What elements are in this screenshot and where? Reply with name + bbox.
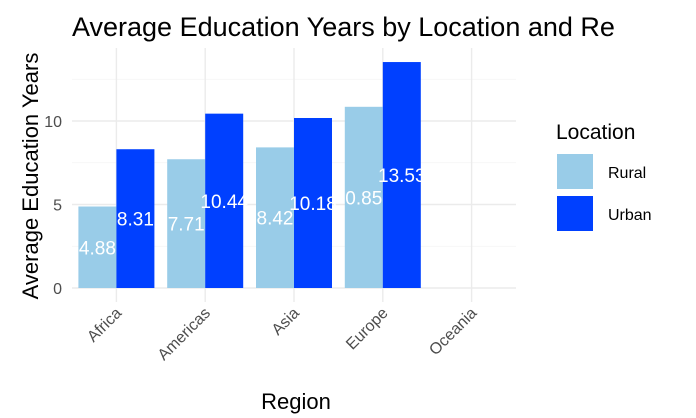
x-axis-ticks: Africa Americas Asia Europe Oceania	[84, 305, 480, 364]
data-label: 8.42	[257, 209, 294, 230]
bar-urban-asia	[294, 117, 332, 288]
data-label: 10.44	[200, 192, 248, 213]
x-tick-label: Africa	[84, 305, 125, 346]
data-label: 7.71	[168, 215, 205, 236]
chart-title: Average Education Years by Location and …	[72, 12, 615, 42]
bar-urban-europe	[382, 62, 421, 289]
y-tick-label: 10	[44, 114, 62, 131]
x-tick-label: Oceania	[426, 305, 480, 359]
y-axis-ticks: 0 5 10	[44, 114, 62, 298]
legend-swatch-rural	[557, 154, 593, 189]
x-tick-label: Americas	[155, 305, 214, 364]
bar-rural-asia	[256, 147, 294, 288]
data-label: 10.18	[289, 194, 337, 215]
y-tick-label: 0	[53, 281, 62, 298]
bars	[78, 62, 421, 289]
x-tick-label: Asia	[269, 305, 303, 339]
legend-label-urban: Urban	[608, 207, 652, 224]
bar-urban-americas	[205, 113, 244, 288]
bar-urban-africa	[116, 149, 155, 288]
bar-rural-europe	[344, 106, 383, 289]
data-label: 4.88	[79, 238, 116, 259]
x-axis-title: Region	[261, 389, 331, 414]
legend-title: Location	[556, 121, 635, 144]
legend-label-rural: Rural	[608, 165, 646, 182]
x-tick-label: Europe	[343, 305, 392, 354]
bar-rural-americas	[167, 159, 206, 288]
legend-swatch-urban	[557, 196, 593, 231]
data-label: 13.53	[378, 166, 426, 187]
legend: Location Rural Urban	[556, 121, 652, 231]
data-label: 0.85	[345, 188, 382, 209]
data-labels: 4.88 7.71 8.42 0.85 8.31 10.44 10.18 13.53	[79, 166, 426, 259]
y-axis-title: Average Education Years	[18, 53, 43, 300]
y-tick-label: 5	[53, 198, 62, 215]
bar-rural-africa	[78, 206, 117, 288]
data-label: 8.31	[117, 210, 154, 231]
